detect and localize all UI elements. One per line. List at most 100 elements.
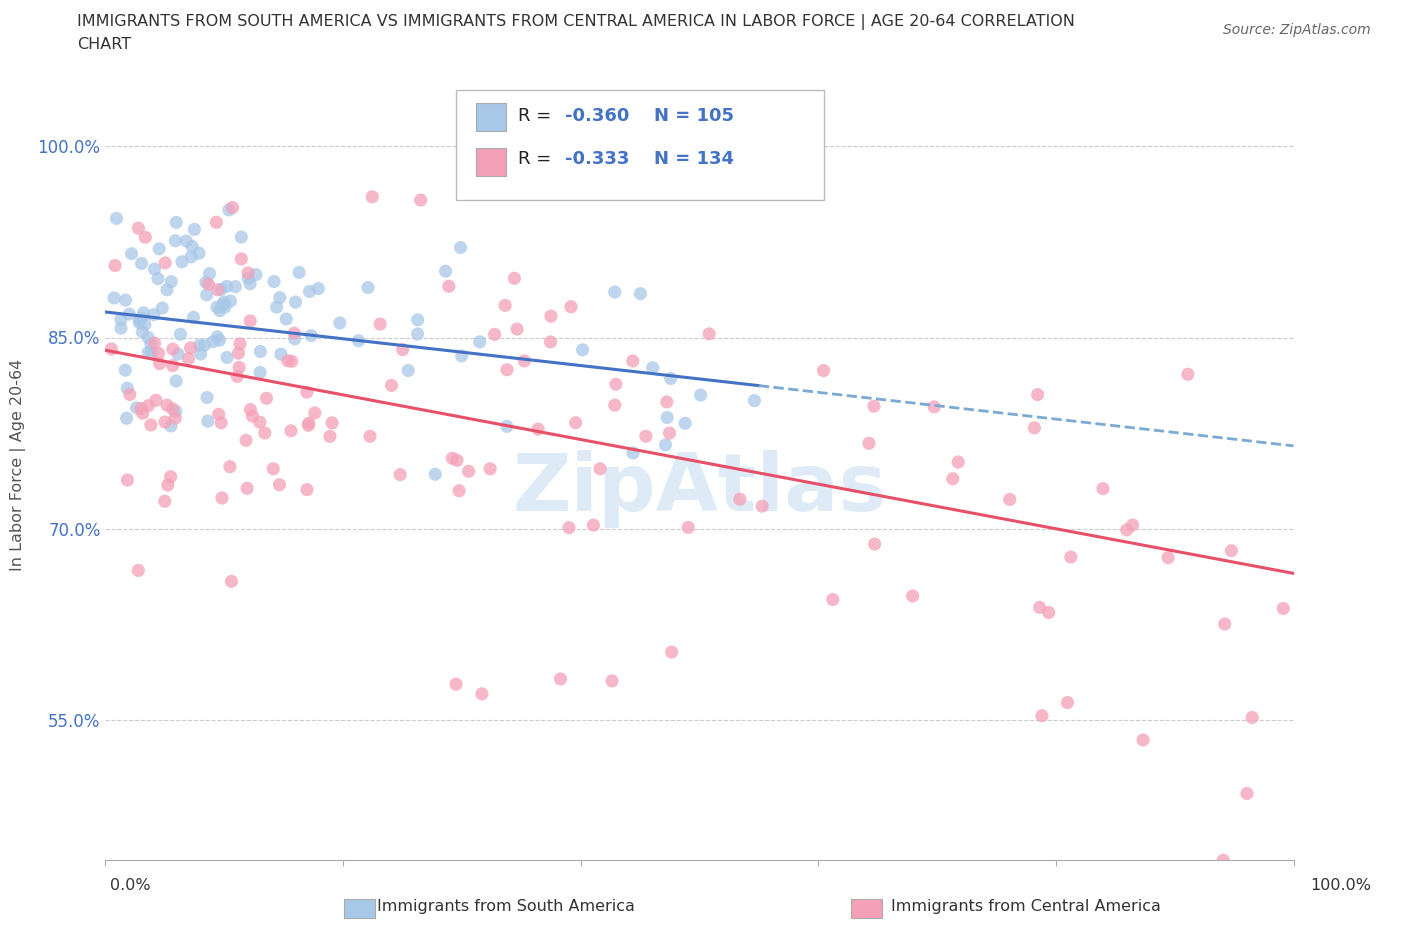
Point bbox=[863, 537, 886, 551]
Point bbox=[1220, 543, 1243, 558]
Point bbox=[153, 494, 176, 509]
Point bbox=[235, 432, 257, 447]
Point bbox=[1028, 600, 1050, 615]
Point bbox=[134, 317, 156, 332]
Point bbox=[231, 230, 253, 245]
Point bbox=[676, 520, 699, 535]
Point bbox=[165, 411, 187, 426]
Point bbox=[266, 299, 288, 314]
Point bbox=[209, 282, 232, 297]
Point bbox=[603, 285, 626, 299]
Point bbox=[156, 398, 179, 413]
Point bbox=[218, 203, 240, 218]
Point bbox=[751, 498, 773, 513]
Point bbox=[205, 299, 228, 314]
Point bbox=[148, 242, 170, 257]
Point bbox=[728, 492, 751, 507]
Point bbox=[295, 385, 318, 400]
Point bbox=[321, 416, 343, 431]
Point bbox=[503, 271, 526, 286]
Point bbox=[863, 399, 886, 414]
Point bbox=[901, 589, 924, 604]
Point bbox=[319, 429, 342, 444]
Point bbox=[190, 347, 212, 362]
Point bbox=[1272, 601, 1295, 616]
Point bbox=[183, 222, 205, 237]
Point bbox=[389, 467, 412, 482]
Point bbox=[162, 358, 184, 373]
Point bbox=[145, 392, 167, 407]
Point bbox=[434, 264, 457, 279]
Point bbox=[858, 436, 880, 451]
Point bbox=[143, 336, 166, 351]
Point bbox=[1122, 518, 1144, 533]
FancyBboxPatch shape bbox=[477, 103, 506, 131]
Point bbox=[131, 256, 153, 271]
Point bbox=[165, 374, 187, 389]
Point bbox=[162, 341, 184, 356]
Point bbox=[212, 297, 235, 312]
Point bbox=[132, 305, 155, 320]
Point bbox=[449, 484, 471, 498]
Point bbox=[1038, 605, 1060, 620]
Point bbox=[450, 349, 472, 364]
Point bbox=[125, 401, 148, 416]
Point bbox=[110, 312, 132, 326]
Point bbox=[127, 220, 149, 235]
Point bbox=[245, 267, 267, 282]
Point bbox=[131, 311, 153, 325]
Point bbox=[471, 686, 494, 701]
Point bbox=[226, 369, 249, 384]
Point bbox=[600, 673, 623, 688]
Point bbox=[207, 283, 229, 298]
Point bbox=[118, 307, 141, 322]
Point bbox=[128, 315, 150, 330]
Point bbox=[406, 326, 429, 341]
Point bbox=[219, 294, 242, 309]
Point bbox=[165, 233, 187, 248]
Point bbox=[138, 330, 160, 345]
Point bbox=[202, 334, 225, 349]
Text: R =: R = bbox=[517, 150, 557, 168]
Point bbox=[621, 353, 644, 368]
Point bbox=[628, 286, 651, 301]
Point bbox=[114, 363, 136, 378]
Point bbox=[1177, 366, 1199, 381]
Point bbox=[180, 249, 202, 264]
Point bbox=[143, 261, 166, 276]
Point bbox=[468, 335, 491, 350]
Point bbox=[654, 437, 676, 452]
Point bbox=[181, 239, 204, 254]
FancyBboxPatch shape bbox=[456, 89, 824, 200]
Point bbox=[183, 310, 205, 325]
Point bbox=[942, 472, 965, 486]
Point bbox=[160, 274, 183, 289]
Point bbox=[138, 398, 160, 413]
Point bbox=[148, 346, 170, 361]
Point bbox=[208, 406, 231, 421]
Point bbox=[550, 671, 572, 686]
Point bbox=[117, 472, 139, 487]
Point bbox=[1115, 523, 1137, 538]
Point bbox=[299, 328, 322, 343]
Point bbox=[558, 520, 581, 535]
Point bbox=[197, 414, 219, 429]
Text: 100.0%: 100.0% bbox=[1310, 878, 1371, 893]
Point bbox=[205, 215, 228, 230]
Point bbox=[697, 326, 720, 341]
Point bbox=[162, 402, 184, 417]
Point bbox=[655, 394, 678, 409]
Point bbox=[127, 563, 149, 578]
Point bbox=[513, 353, 536, 368]
Point bbox=[224, 279, 246, 294]
Point bbox=[239, 313, 262, 328]
Point bbox=[231, 251, 253, 266]
Point bbox=[129, 401, 152, 416]
Point bbox=[357, 280, 380, 295]
Point bbox=[1157, 551, 1180, 565]
Point bbox=[270, 347, 292, 362]
Point bbox=[307, 281, 329, 296]
Point bbox=[1091, 481, 1114, 496]
Point bbox=[329, 315, 352, 330]
Point bbox=[238, 271, 260, 286]
